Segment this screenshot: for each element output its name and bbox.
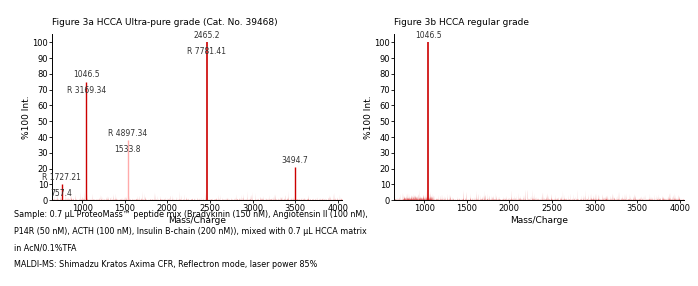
Text: R 1727.21: R 1727.21 — [42, 173, 81, 182]
Text: R 7781.41: R 7781.41 — [188, 47, 226, 56]
Text: Figure 3b HCCA regular grade: Figure 3b HCCA regular grade — [394, 18, 529, 27]
Text: Sample: 0.7 μL ProteoMass™ peptide mix (Bradykinin (150 nM), Angiotensin II (100: Sample: 0.7 μL ProteoMass™ peptide mix (… — [14, 210, 368, 219]
X-axis label: Mass/Charge: Mass/Charge — [168, 216, 226, 225]
Text: 2465.2: 2465.2 — [194, 31, 221, 40]
X-axis label: Mass/Charge: Mass/Charge — [510, 216, 568, 225]
Y-axis label: %100 Int.: %100 Int. — [22, 96, 31, 139]
Text: 1533.8: 1533.8 — [114, 145, 141, 154]
Text: 1046.5: 1046.5 — [73, 70, 99, 79]
Text: R 3169.34: R 3169.34 — [66, 86, 106, 96]
Text: 3494.7: 3494.7 — [281, 156, 308, 165]
Text: Figure 3a HCCA Ultra-pure grade (Cat. No. 39468): Figure 3a HCCA Ultra-pure grade (Cat. No… — [52, 18, 278, 27]
Text: in AcN/0.1%TFA: in AcN/0.1%TFA — [14, 243, 77, 252]
Text: P14R (50 nM), ACTH (100 nM), Insulin B-chain (200 nM)), mixed with 0.7 μL HCCA m: P14R (50 nM), ACTH (100 nM), Insulin B-c… — [14, 227, 366, 236]
Text: 1046.5: 1046.5 — [415, 31, 441, 40]
Text: R 4897.34: R 4897.34 — [108, 129, 147, 138]
Text: MALDI-MS: Shimadzu Kratos Axima CFR, Reflectron mode, laser power 85%: MALDI-MS: Shimadzu Kratos Axima CFR, Ref… — [14, 260, 318, 269]
Text: 757.4: 757.4 — [50, 189, 73, 198]
Y-axis label: %100 Int.: %100 Int. — [364, 96, 373, 139]
